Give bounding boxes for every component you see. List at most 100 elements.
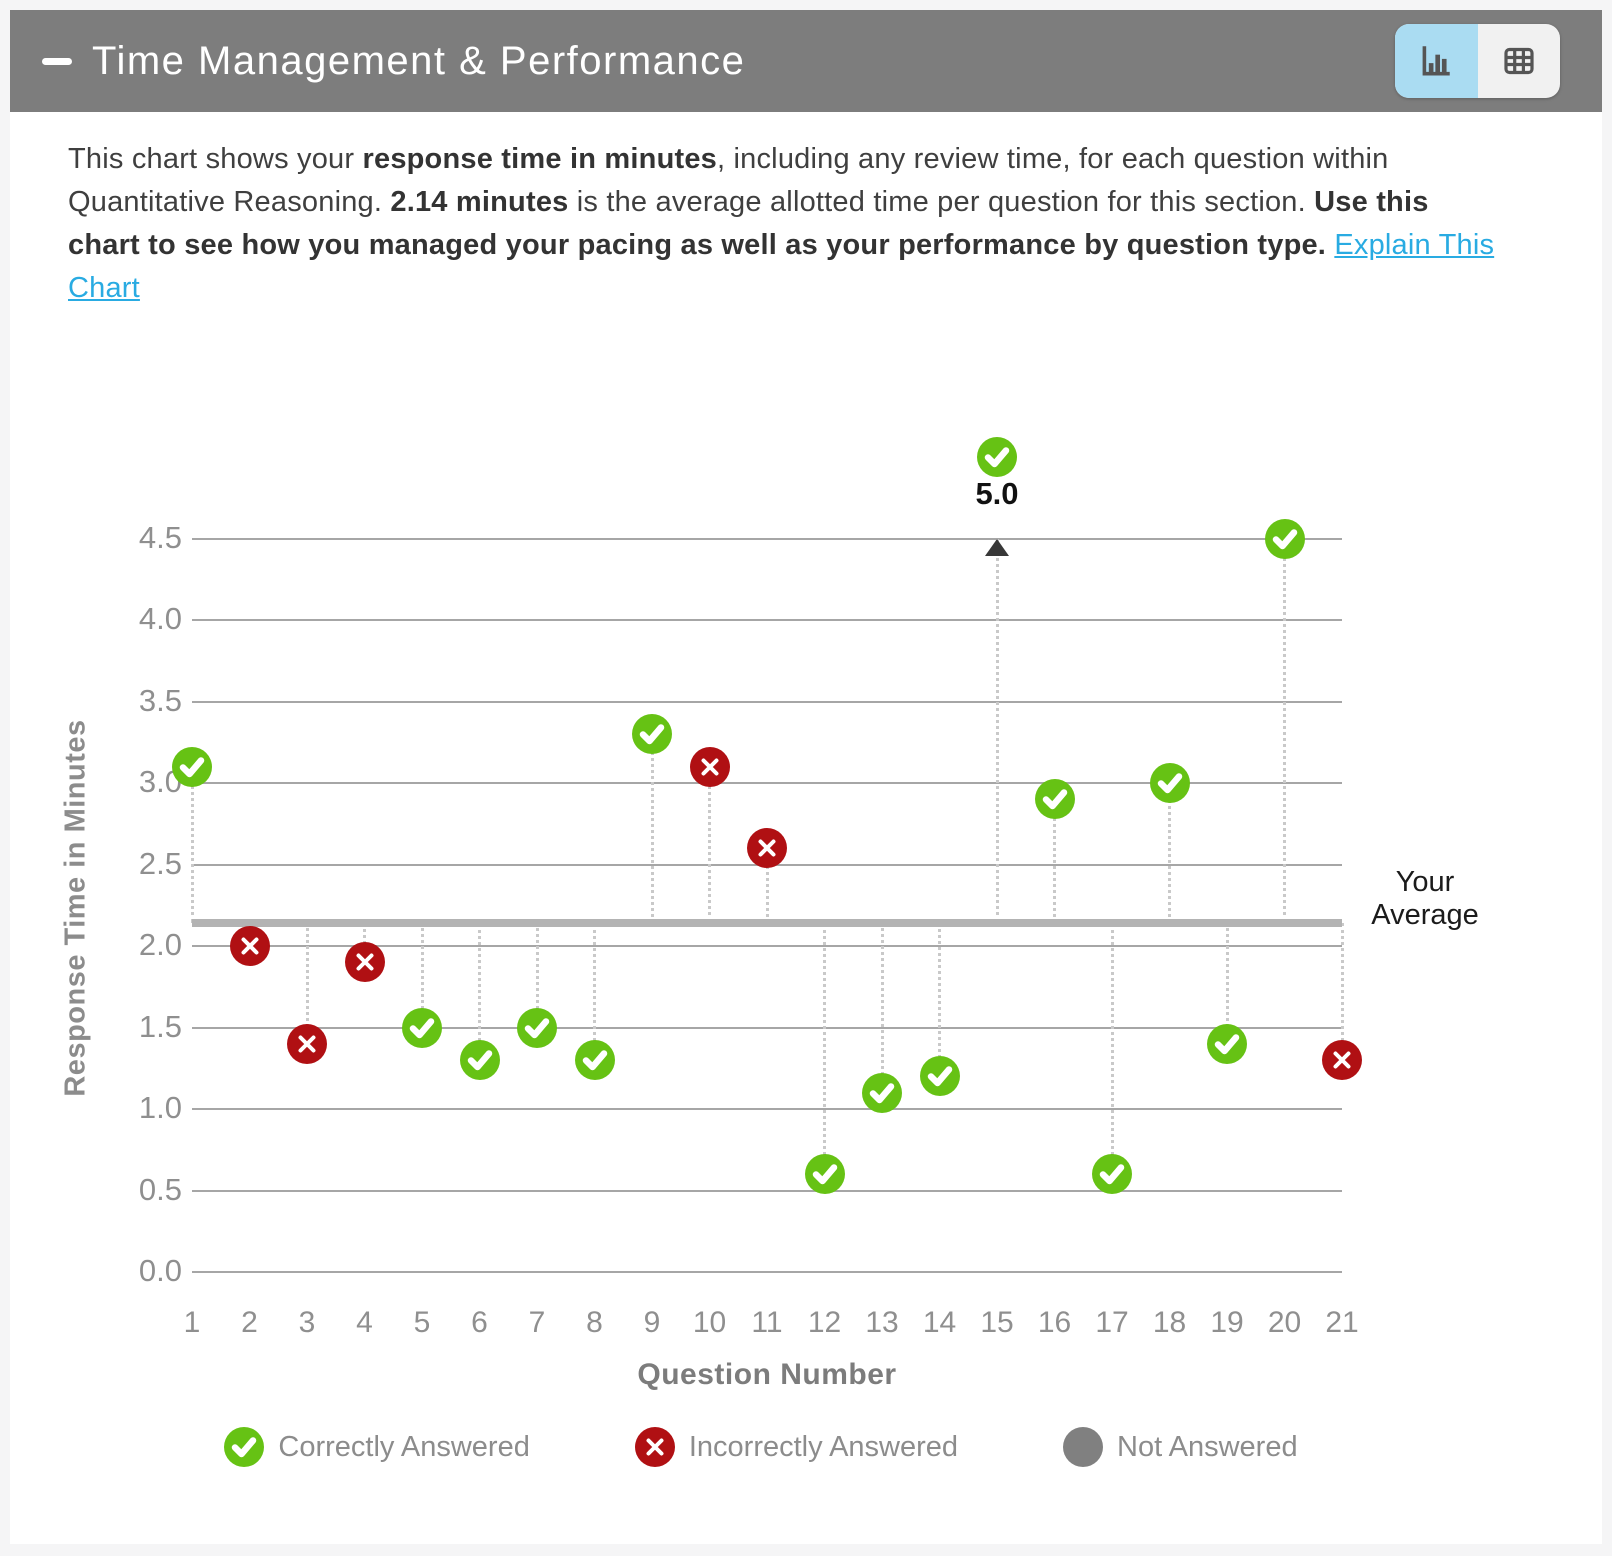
x-tick-label-9: 9: [643, 1306, 661, 1339]
data-point-q8-correct[interactable]: [574, 1040, 615, 1081]
gridline-3.0: [192, 782, 1342, 784]
y-axis-title: Response Time in Minutes: [59, 719, 92, 1097]
incorrect-icon: [634, 1427, 675, 1467]
y-tick-label-0.5: 0.5: [138, 1171, 182, 1207]
chart-view-button[interactable]: [1395, 24, 1478, 98]
description-bold-segment: Use this chart to see how you managed yo…: [68, 186, 1429, 261]
data-point-q11-incorrect[interactable]: [747, 828, 787, 869]
gridline-0.5: [192, 1189, 1342, 1192]
correct-icon: [224, 1427, 265, 1467]
average-label-line2: Average: [1371, 899, 1479, 931]
gridline-0.0: [192, 1271, 1342, 1273]
data-point-q5-correct[interactable]: [402, 1007, 442, 1048]
leader-line-q14: [938, 923, 941, 1077]
description-segment: is the average allotted time per questio…: [568, 186, 1315, 218]
table-view-button[interactable]: [1478, 24, 1561, 98]
data-point-q2-incorrect[interactable]: [229, 926, 270, 966]
legend-item-not_answered[interactable]: Not Answered: [1063, 1427, 1298, 1467]
data-point-q10-incorrect[interactable]: [689, 746, 730, 787]
legend: Correctly Answered Incorrectly Answered No…: [10, 1427, 1602, 1467]
y-tick-label-1.0: 1.0: [138, 1090, 182, 1125]
data-point-q20-correct[interactable]: [1264, 518, 1305, 559]
x-tick-label-2: 2: [241, 1306, 258, 1339]
x-tick-label-11: 11: [751, 1306, 783, 1339]
legend-item-correct[interactable]: Correctly Answered: [224, 1427, 530, 1467]
time-management-panel: Time Management & Performance: [10, 10, 1602, 1544]
section-title: Time Management & Performance: [92, 38, 746, 83]
explain-chart-link[interactable]: Explain This Chart: [68, 229, 1495, 304]
data-point-q19-correct[interactable]: [1207, 1023, 1247, 1064]
not-answered-icon: [1063, 1427, 1104, 1467]
description-bold-segment: 2.14 minutes: [390, 186, 569, 218]
x-tick-label-14: 14: [922, 1306, 957, 1339]
x-tick-label-1: 1: [183, 1306, 201, 1339]
gridline-3.5: [192, 700, 1342, 703]
x-tick-label-20: 20: [1267, 1306, 1302, 1339]
data-point-q14-correct[interactable]: [919, 1056, 960, 1097]
x-tick-label-5: 5: [413, 1306, 431, 1339]
x-tick-label-21: 21: [1325, 1306, 1359, 1339]
average-label-line1: Your: [1395, 866, 1455, 898]
description-bold-segment: response time in minutes: [362, 143, 717, 175]
chart-area: 0.0 0.5 1.0 1.5 2.0 2.5 3.0 3.5 4.0 4.5 Your Averag…: [10, 10, 1602, 1544]
y-tick-label-3.5: 3.5: [138, 682, 182, 718]
x-tick-label-10: 10: [692, 1306, 727, 1339]
overflow-value-label: 5.0: [975, 476, 1019, 511]
data-point-q9-correct[interactable]: [632, 714, 672, 755]
x-tick-label-17: 17: [1095, 1306, 1129, 1339]
leader-line-q1: [190, 766, 194, 924]
y-tick-label-2.5: 2.5: [138, 845, 182, 881]
leader-line-q15: [995, 538, 999, 924]
x-tick-label-8: 8: [586, 1306, 603, 1339]
legend-label-not_answered: Not Answered: [1117, 1430, 1298, 1463]
data-point-q3-incorrect[interactable]: [287, 1023, 327, 1064]
x-tick-label-4: 4: [356, 1306, 373, 1339]
leader-line-q21: [1340, 923, 1344, 1061]
x-tick-label-7: 7: [528, 1306, 546, 1339]
data-point-q4-incorrect[interactable]: [344, 942, 385, 983]
section-header: Time Management & Performance: [10, 10, 1602, 112]
leader-line-q9: [650, 734, 654, 924]
y-tick-label-0.0: 0.0: [138, 1253, 182, 1288]
data-point-q16-correct[interactable]: [1034, 779, 1075, 820]
leader-line-q18: [1168, 783, 1171, 924]
average-label: Your Average: [1358, 866, 1492, 932]
data-point-q12-correct[interactable]: [804, 1154, 845, 1195]
leader-line-q8: [593, 923, 596, 1061]
y-tick-label-4.0: 4.0: [138, 601, 182, 636]
data-point-q21-incorrect[interactable]: [1322, 1040, 1362, 1081]
gridline-1.5: [192, 1026, 1342, 1029]
data-point-q18-correct[interactable]: [1149, 763, 1190, 803]
leader-line-q13: [880, 923, 884, 1093]
leader-line-q11: [765, 848, 769, 924]
gridline-4.5: [192, 537, 1342, 540]
collapse-button[interactable]: [36, 52, 78, 71]
data-point-q17-correct[interactable]: [1092, 1154, 1132, 1195]
leader-line-q7: [535, 923, 539, 1028]
data-point-q13-correct[interactable]: [862, 1072, 902, 1113]
average-line: [192, 919, 1342, 928]
x-tick-label-19: 19: [1210, 1306, 1244, 1339]
y-tick-label-2.0: 2.0: [138, 927, 182, 962]
x-tick-label-16: 16: [1037, 1306, 1072, 1339]
leader-line-q20: [1283, 538, 1286, 924]
view-toggle: [1395, 24, 1560, 98]
data-point-q6-correct[interactable]: [459, 1040, 500, 1081]
x-tick-label-13: 13: [865, 1306, 899, 1339]
leader-line-q6: [478, 923, 481, 1061]
leader-line-q12: [823, 923, 826, 1175]
gridline-1.0: [192, 1108, 1342, 1110]
x-tick-label-3: 3: [298, 1306, 316, 1339]
legend-item-incorrect[interactable]: Incorrectly Answered: [634, 1427, 959, 1467]
x-axis-title: Question Number: [637, 1358, 897, 1391]
legend-label-incorrect: Incorrectly Answered: [688, 1430, 959, 1463]
leader-line-q19: [1225, 923, 1229, 1044]
data-point-q7-correct[interactable]: [517, 1007, 557, 1048]
description-segment: , including any review time, for each qu…: [68, 143, 1389, 218]
data-point-q1-correct[interactable]: [172, 746, 212, 787]
bar-chart-icon: [1417, 42, 1455, 80]
y-tick-label-4.5: 4.5: [138, 519, 182, 555]
x-tick-label-12: 12: [807, 1306, 842, 1339]
data-point-q15-correct[interactable]: [977, 437, 1017, 477]
leader-line-q16: [1053, 799, 1056, 924]
